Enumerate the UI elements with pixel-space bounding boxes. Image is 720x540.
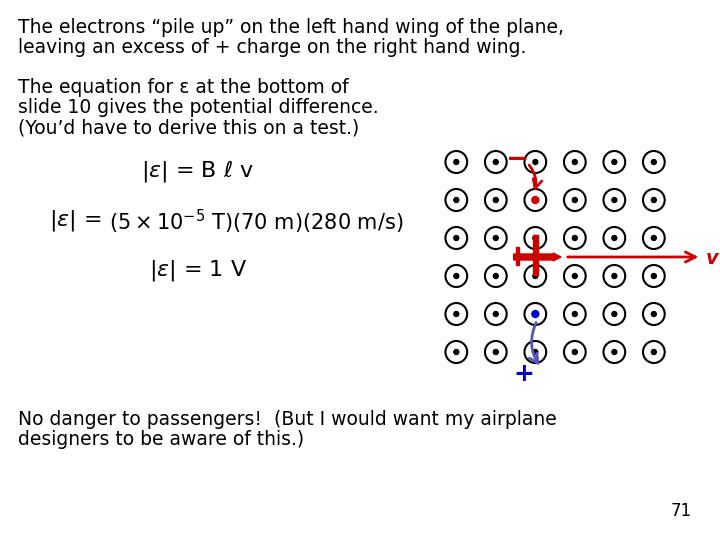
FancyArrow shape <box>513 253 561 261</box>
Circle shape <box>652 198 657 202</box>
Text: $|\varepsilon|$ = B $\ell$ v: $|\varepsilon|$ = B $\ell$ v <box>141 158 254 184</box>
Circle shape <box>572 349 577 354</box>
Text: designers to be aware of this.): designers to be aware of this.) <box>18 430 304 449</box>
Circle shape <box>533 235 538 240</box>
Circle shape <box>533 198 538 202</box>
Circle shape <box>612 273 617 279</box>
Text: No danger to passengers!  (But I would want my airplane: No danger to passengers! (But I would wa… <box>18 410 557 429</box>
Circle shape <box>652 312 657 316</box>
Text: (You’d have to derive this on a test.): (You’d have to derive this on a test.) <box>18 118 359 137</box>
Circle shape <box>493 312 498 316</box>
Circle shape <box>493 273 498 279</box>
Circle shape <box>454 349 459 354</box>
Text: leaving an excess of + charge on the right hand wing.: leaving an excess of + charge on the rig… <box>18 38 526 57</box>
Circle shape <box>652 273 657 279</box>
Text: $(5\times10^{-5}$ T$)(70$ m$)(280$ m/s$)$: $(5\times10^{-5}$ T$)(70$ m$)(280$ m/s$)… <box>109 208 403 236</box>
Circle shape <box>572 159 577 165</box>
Circle shape <box>532 310 539 318</box>
Circle shape <box>454 273 459 279</box>
FancyArrow shape <box>516 247 519 265</box>
Text: The electrons “pile up” on the left hand wing of the plane,: The electrons “pile up” on the left hand… <box>18 18 564 37</box>
Circle shape <box>572 235 577 240</box>
Text: $|\varepsilon|$ = 1 V: $|\varepsilon|$ = 1 V <box>148 258 246 283</box>
Circle shape <box>454 235 459 240</box>
Circle shape <box>533 312 538 316</box>
Circle shape <box>572 273 577 279</box>
Circle shape <box>652 159 657 165</box>
Text: $|\varepsilon|$ =: $|\varepsilon|$ = <box>50 208 104 233</box>
Circle shape <box>652 235 657 240</box>
Circle shape <box>493 159 498 165</box>
Circle shape <box>612 198 617 202</box>
Circle shape <box>612 349 617 354</box>
Circle shape <box>493 198 498 202</box>
Circle shape <box>454 159 459 165</box>
Circle shape <box>612 235 617 240</box>
Circle shape <box>493 349 498 354</box>
Circle shape <box>572 312 577 316</box>
Circle shape <box>532 197 539 204</box>
Circle shape <box>533 273 538 279</box>
Text: slide 10 gives the potential difference.: slide 10 gives the potential difference. <box>18 98 379 117</box>
Text: v: v <box>706 248 719 267</box>
Circle shape <box>612 159 617 165</box>
FancyArrow shape <box>533 235 538 275</box>
Circle shape <box>533 349 538 354</box>
Circle shape <box>533 159 538 165</box>
Circle shape <box>454 198 459 202</box>
Circle shape <box>652 349 657 354</box>
Circle shape <box>454 312 459 316</box>
Circle shape <box>612 312 617 316</box>
Text: +: + <box>513 362 534 386</box>
Circle shape <box>493 235 498 240</box>
Text: 71: 71 <box>670 502 691 520</box>
Text: The equation for ε at the bottom of: The equation for ε at the bottom of <box>18 78 348 97</box>
Circle shape <box>572 198 577 202</box>
Text: −: − <box>506 145 529 173</box>
